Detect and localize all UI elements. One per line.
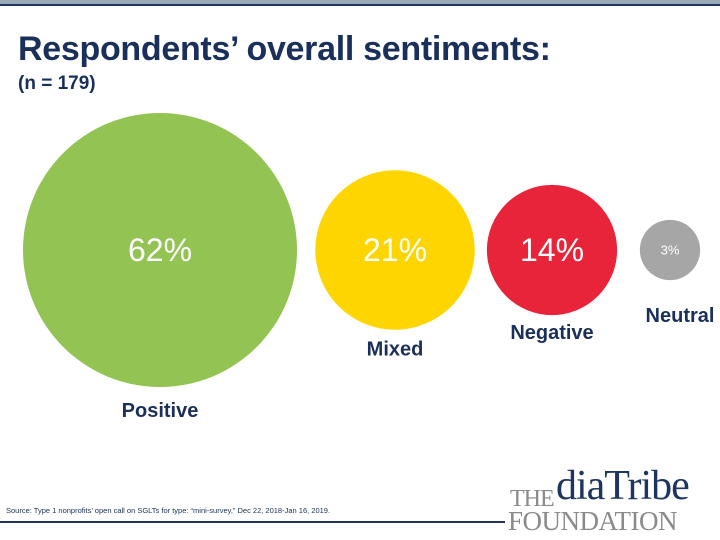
source-note: Source: Type 1 nonprofits’ open call on … [6,506,331,515]
diatribe-foundation-logo: THE diaTribe FOUNDATION [506,463,716,536]
category-label-negative: Negative [510,322,593,344]
category-label-mixed: Mixed [367,339,424,361]
chart-subtitle: (n = 179) [18,73,96,94]
category-label-positive: Positive [122,400,199,422]
bubble-mixed [315,170,475,330]
value-label-positive: 62% [128,232,192,268]
top-rule-accent [0,4,720,6]
value-label-mixed: 21% [363,232,427,268]
chart-title: Respondents’ overall sentiments: [18,30,551,68]
bubble-chart: 62% Positive 21% Mixed 14% Negative 3% Neutral [23,113,715,422]
bubble-positive [23,113,297,387]
bubble-negative [486,184,618,316]
value-label-negative: 14% [520,232,584,268]
bottom-rule [0,521,505,523]
value-label-neutral: 3% [661,243,680,258]
top-rule [0,0,720,4]
logo-foundation-text: FOUNDATION [508,506,678,536]
category-label-neutral: Neutral [646,305,715,327]
bubble-neutral [639,219,701,281]
logo-diatribe-text: diaTribe [556,463,690,509]
logo-the-text: THE [510,486,555,512]
